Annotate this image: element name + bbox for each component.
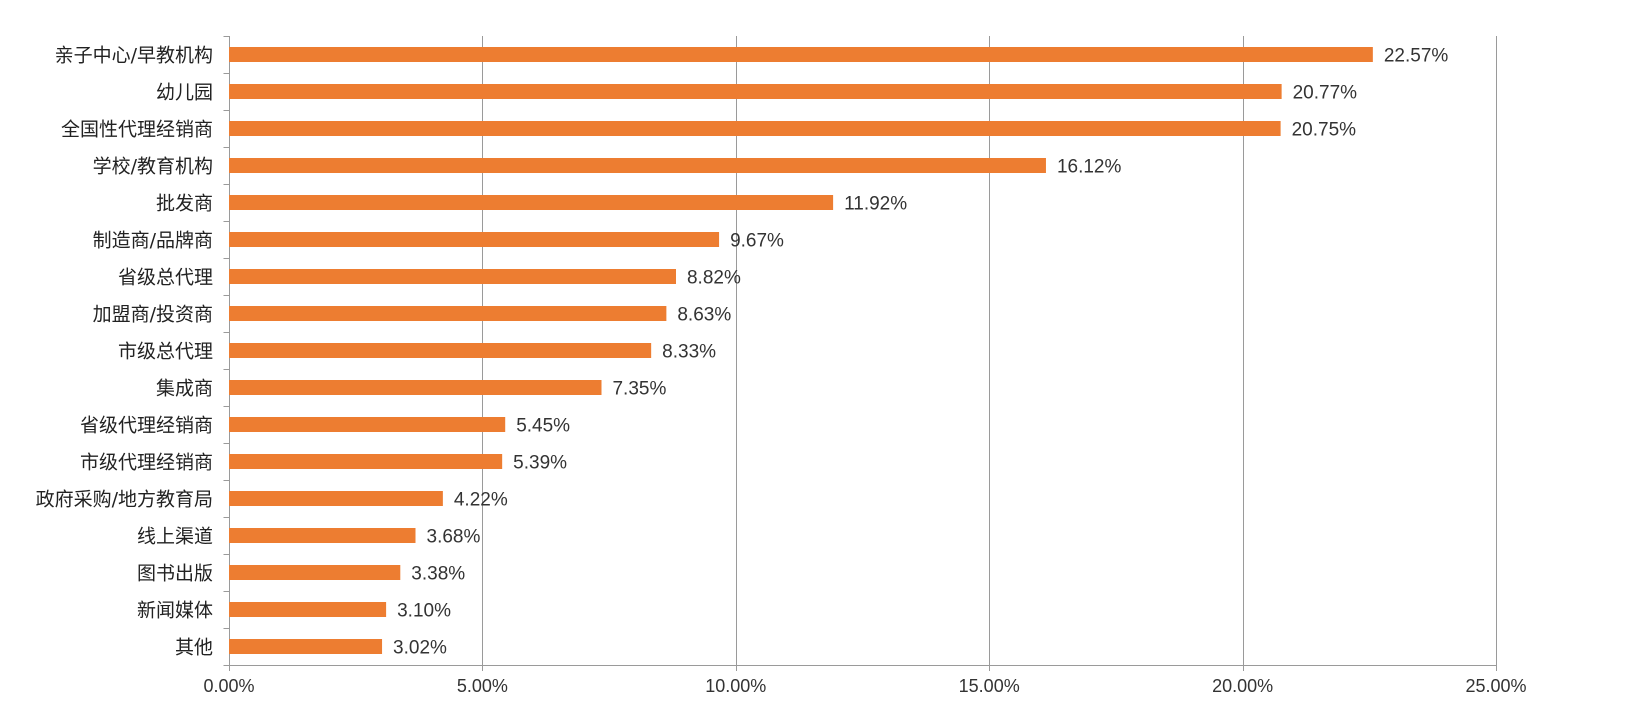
category-label-2: 全国性代理经销商 <box>61 119 213 141</box>
value-label-11: 5.39% <box>513 453 567 474</box>
category-labels: 亲子中心/早教机构幼儿园全国性代理经销商学校/教育机构批发商制造商/品牌商省级总… <box>36 45 213 659</box>
category-label-14: 图书出版 <box>137 563 213 585</box>
x-tick-label: 25.00% <box>1465 676 1526 696</box>
value-labels: 22.57% 20.77% 20.75% 16.12% 11.92% 9.67% 8.82%… <box>393 46 1448 659</box>
value-label-15: 3.10% <box>397 601 451 622</box>
bar-5 <box>229 232 720 247</box>
value-label-0: 22.57% <box>1384 46 1449 67</box>
bars <box>229 47 1373 654</box>
category-label-16: 其他 <box>175 637 213 659</box>
bar-12 <box>229 491 443 506</box>
value-label-8: 8.33% <box>662 342 716 363</box>
x-tick-label: 10.00% <box>705 676 766 696</box>
bar-1 <box>229 84 1282 99</box>
bar-2 <box>229 121 1281 136</box>
bar-10 <box>229 417 506 432</box>
x-tick-label: 5.00% <box>457 676 508 696</box>
category-label-13: 线上渠道 <box>137 526 213 548</box>
category-label-7: 加盟商/投资商 <box>93 304 213 326</box>
bar-3 <box>229 158 1046 173</box>
category-label-11: 市级代理经销商 <box>80 452 213 474</box>
category-label-0: 亲子中心/早教机构 <box>55 45 213 67</box>
value-label-9: 7.35% <box>612 379 666 400</box>
bar-13 <box>229 528 416 543</box>
value-label-2: 20.75% <box>1292 120 1357 141</box>
value-label-16: 3.02% <box>393 638 447 659</box>
bar-0 <box>229 47 1373 62</box>
value-label-13: 3.68% <box>427 527 481 548</box>
value-label-7: 8.63% <box>677 305 731 326</box>
value-label-4: 11.92% <box>844 194 907 215</box>
value-label-12: 4.22% <box>454 490 508 511</box>
bar-6 <box>229 269 676 284</box>
bar-16 <box>229 639 383 654</box>
category-label-1: 幼儿园 <box>156 82 213 104</box>
category-label-3: 学校/教育机构 <box>93 156 213 178</box>
category-label-9: 集成商 <box>156 378 213 400</box>
value-label-5: 9.67% <box>730 231 784 252</box>
x-tick-labels: 0.00% 5.00% 10.00% 15.00% 20.00% 25.00% <box>203 676 1526 696</box>
bar-4 <box>229 195 834 210</box>
bar-7 <box>229 306 667 321</box>
x-tick-label: 0.00% <box>203 676 254 696</box>
x-tick-label: 15.00% <box>959 676 1020 696</box>
value-label-10: 5.45% <box>516 416 570 437</box>
value-label-3: 16.12% <box>1057 157 1122 178</box>
category-label-8: 市级总代理 <box>118 341 213 363</box>
bar-9 <box>229 380 602 395</box>
category-label-10: 省级代理经销商 <box>80 415 213 437</box>
bar-11 <box>229 454 503 469</box>
x-tick-label: 20.00% <box>1212 676 1273 696</box>
bar-14 <box>229 565 401 580</box>
value-label-14: 3.38% <box>411 564 465 585</box>
bar-15 <box>229 602 387 617</box>
value-label-6: 8.82% <box>687 268 741 289</box>
category-label-4: 批发商 <box>156 193 213 215</box>
category-label-6: 省级总代理 <box>118 267 213 289</box>
category-label-5: 制造商/品牌商 <box>93 230 213 252</box>
value-label-1: 20.77% <box>1293 83 1358 104</box>
category-label-15: 新闻媒体 <box>137 600 213 622</box>
bar-8 <box>229 343 652 358</box>
category-label-12: 政府采购/地方教育局 <box>36 489 213 511</box>
